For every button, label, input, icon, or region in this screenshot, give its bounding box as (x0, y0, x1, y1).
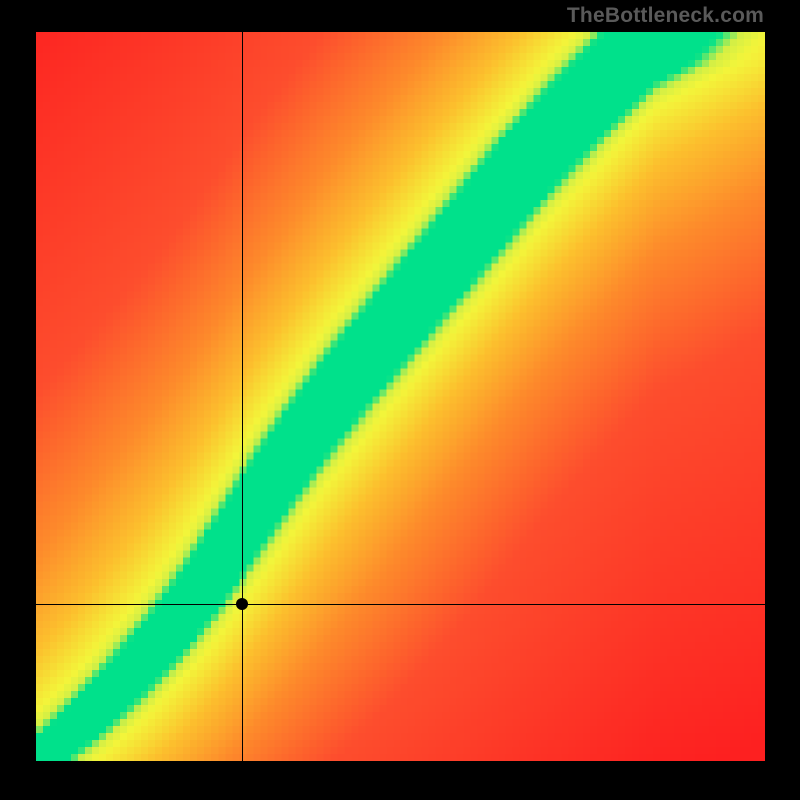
bottleneck-heatmap (36, 32, 765, 761)
selection-marker[interactable] (236, 598, 248, 610)
crosshair-horizontal (36, 604, 765, 605)
watermark-text: TheBottleneck.com (567, 4, 764, 28)
crosshair-vertical (242, 32, 243, 761)
heatmap-canvas (36, 32, 765, 761)
